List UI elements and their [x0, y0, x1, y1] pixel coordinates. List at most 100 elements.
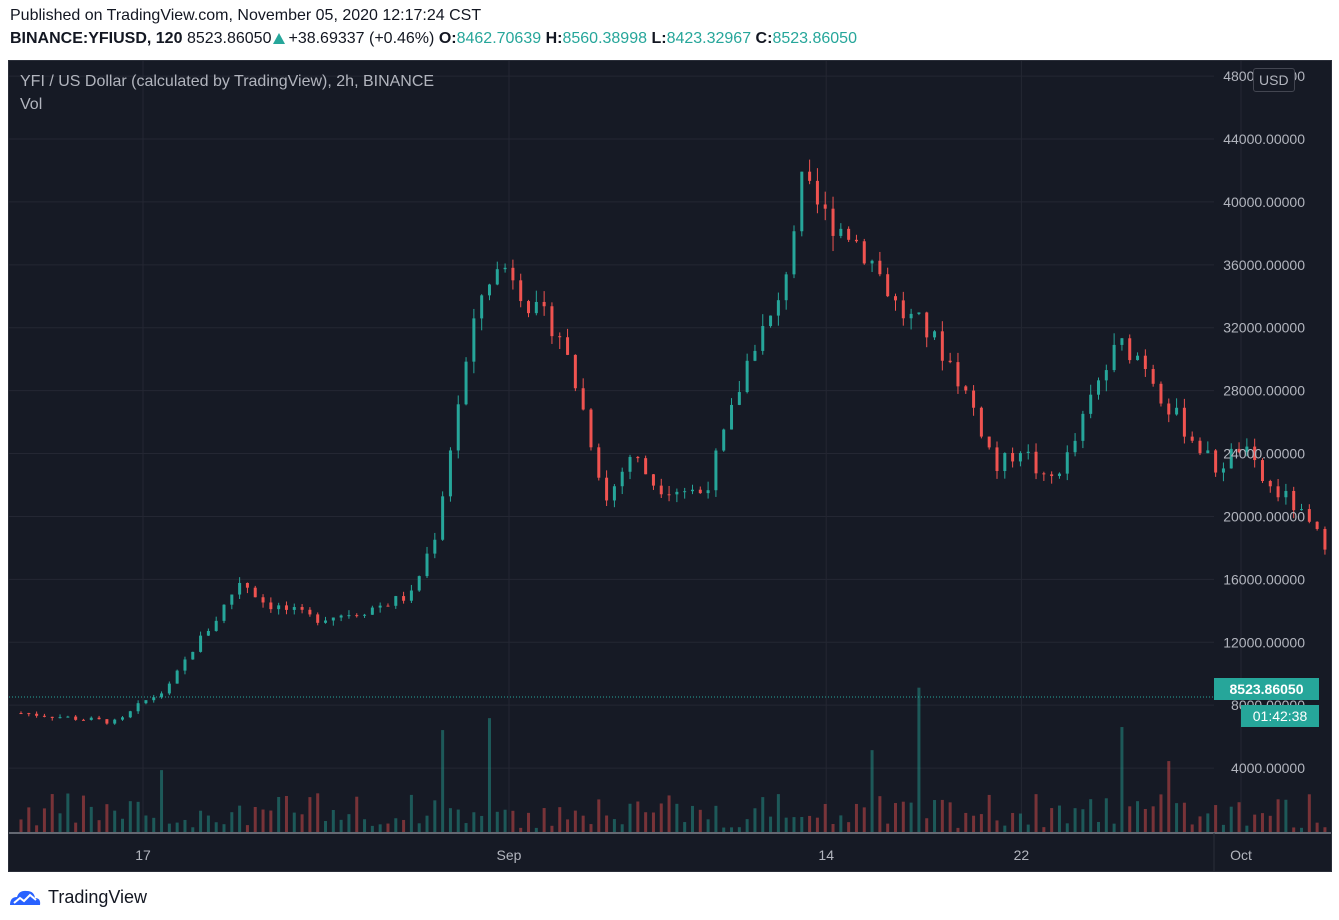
volume-bar [394, 818, 398, 832]
candle-body [1097, 380, 1101, 395]
low-value: 8423.32967 [666, 30, 752, 47]
volume-bar [878, 796, 882, 832]
candle-body [1151, 369, 1155, 384]
candle-body [1057, 473, 1061, 477]
volume-bar [792, 817, 796, 832]
volume-bar [644, 812, 648, 832]
candle-body [1182, 407, 1186, 437]
candle-body [933, 331, 937, 338]
candle-body [1284, 490, 1288, 498]
candle-body [808, 171, 812, 181]
symbol-ohlc-line: BINANCE:YFIUSD, 120 8523.86050 +38.69337 … [10, 30, 857, 48]
volume-bar [714, 805, 718, 832]
volume-bar [167, 823, 171, 832]
volume-bar [472, 812, 476, 832]
volume-bar [402, 819, 406, 832]
candle-body [417, 576, 421, 591]
volume-bar [1198, 816, 1202, 832]
candle-body [573, 354, 577, 389]
volume-bar [1151, 806, 1155, 832]
candles [19, 159, 1327, 725]
volume-bar [105, 804, 109, 832]
volume-bar [612, 819, 616, 832]
candle-body [81, 719, 85, 721]
candle-body [58, 717, 62, 719]
candle-body [909, 313, 913, 319]
currency-badge[interactable]: USD [1253, 68, 1295, 92]
candle-body [995, 447, 999, 472]
y-tick-label: 44000.00000 [1223, 131, 1305, 147]
volume-bar [1159, 794, 1163, 832]
candle-body [214, 620, 218, 631]
volume-bar [972, 815, 976, 832]
volume-bar [58, 813, 62, 832]
candle-body [1292, 490, 1296, 511]
volume-bar [1221, 824, 1225, 832]
volume-bar [1229, 806, 1233, 832]
candle-body [144, 700, 148, 704]
candle-body [441, 496, 445, 540]
volume-bar [1268, 815, 1272, 832]
high-value: 8560.38998 [562, 30, 647, 47]
close-label: C: [755, 30, 773, 47]
volume-bar [542, 808, 546, 832]
volume-bar [761, 797, 765, 832]
candle-body [42, 715, 46, 717]
chart-panel[interactable]: 4000.000008000.0000012000.0000016000.000… [8, 60, 1332, 872]
published-line: Published on TradingView.com, November 0… [10, 7, 482, 24]
candle-body [1026, 451, 1030, 454]
open-value: 8462.70639 [456, 30, 542, 47]
y-tick-label: 16000.00000 [1223, 571, 1305, 587]
candle-body [1143, 355, 1147, 370]
candle-body [534, 301, 538, 314]
volume-bar [261, 809, 265, 832]
candle-body [206, 630, 210, 636]
candle-body [854, 239, 858, 242]
volume-bar [347, 814, 351, 832]
candle-body [948, 360, 952, 363]
candle-body [230, 594, 234, 605]
volume-bar [769, 816, 773, 832]
candle-body [597, 447, 601, 478]
volume-bar [823, 803, 827, 832]
candle-body [644, 458, 648, 475]
candle-body [706, 490, 710, 494]
volume-bar [933, 800, 937, 832]
volume-bar [901, 801, 905, 832]
volume-bar [230, 812, 234, 832]
volume-bar [893, 803, 897, 832]
volume-bar [1260, 813, 1264, 832]
volume-bar [581, 815, 585, 832]
volume-bar [870, 750, 874, 832]
candle-body [659, 485, 663, 495]
volume-bar [940, 799, 944, 832]
x-tick-label: 14 [818, 847, 834, 863]
candle-body [776, 300, 780, 316]
candle-body [1237, 448, 1241, 453]
price-chart[interactable]: 4000.000008000.0000012000.0000016000.000… [9, 61, 1331, 871]
volume-bar [222, 824, 226, 832]
volume-bar [1089, 799, 1093, 832]
volume-bar [979, 814, 983, 832]
candle-body [363, 614, 367, 616]
candle-body [167, 683, 171, 694]
candle-body [566, 337, 570, 355]
volume-bar [620, 824, 624, 832]
candle-body [331, 617, 335, 621]
volume-bar [300, 814, 304, 832]
volume-bar [183, 819, 187, 832]
candle-body [370, 607, 374, 615]
volume-bar [378, 824, 382, 832]
footer-brand[interactable]: TradingView [8, 884, 147, 910]
candle-body [792, 231, 796, 275]
volume-bar [987, 794, 991, 832]
volume-bar [464, 823, 468, 832]
volume-bar [1120, 727, 1124, 832]
volume-bar [909, 802, 913, 832]
candle-body [511, 267, 515, 281]
change-value: +38.69337 (+0.46%) [288, 30, 435, 47]
volume-bar [550, 825, 554, 832]
volume-bar [199, 810, 203, 832]
candle-body [1175, 407, 1179, 415]
candle-body [1159, 383, 1163, 404]
